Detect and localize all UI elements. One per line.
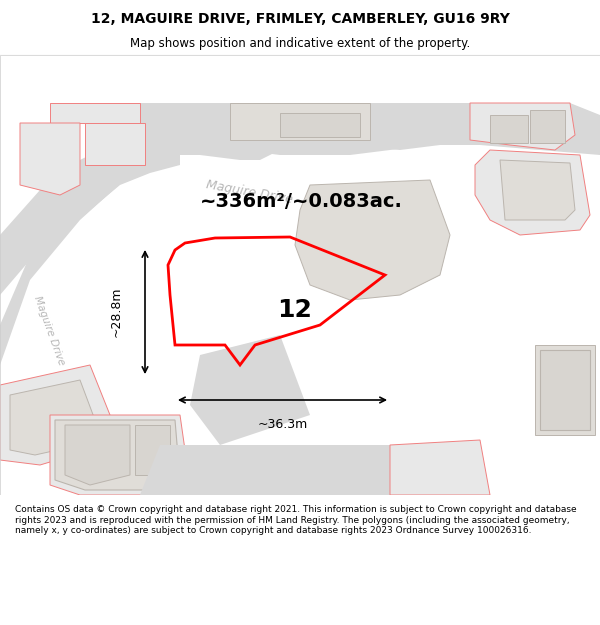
Polygon shape bbox=[190, 335, 310, 445]
Polygon shape bbox=[0, 365, 110, 465]
Polygon shape bbox=[475, 150, 590, 235]
Polygon shape bbox=[535, 345, 595, 435]
Polygon shape bbox=[230, 103, 370, 140]
Polygon shape bbox=[50, 103, 140, 123]
Polygon shape bbox=[50, 415, 190, 495]
Polygon shape bbox=[0, 103, 310, 365]
Polygon shape bbox=[390, 440, 490, 495]
Text: Maguire Drive: Maguire Drive bbox=[32, 295, 67, 367]
Polygon shape bbox=[530, 110, 565, 143]
Text: ~336m²/~0.083ac.: ~336m²/~0.083ac. bbox=[200, 192, 403, 211]
Text: ~28.8m: ~28.8m bbox=[110, 287, 123, 338]
Polygon shape bbox=[540, 350, 590, 430]
Polygon shape bbox=[470, 103, 575, 150]
Polygon shape bbox=[55, 420, 180, 490]
Polygon shape bbox=[280, 113, 360, 137]
Polygon shape bbox=[85, 123, 145, 165]
Polygon shape bbox=[10, 380, 95, 455]
Text: Maguire Drive: Maguire Drive bbox=[205, 178, 294, 206]
Text: Map shows position and indicative extent of the property.: Map shows position and indicative extent… bbox=[130, 38, 470, 51]
Polygon shape bbox=[0, 133, 180, 295]
Polygon shape bbox=[500, 160, 575, 220]
Polygon shape bbox=[140, 445, 420, 495]
Polygon shape bbox=[295, 180, 450, 300]
Polygon shape bbox=[20, 123, 80, 195]
Polygon shape bbox=[0, 125, 280, 270]
Polygon shape bbox=[135, 425, 170, 475]
Text: Contains OS data © Crown copyright and database right 2021. This information is : Contains OS data © Crown copyright and d… bbox=[15, 506, 577, 535]
Polygon shape bbox=[130, 103, 450, 150]
Text: 12: 12 bbox=[278, 298, 313, 322]
Polygon shape bbox=[65, 425, 130, 485]
Polygon shape bbox=[490, 115, 528, 143]
Text: 12, MAGUIRE DRIVE, FRIMLEY, CAMBERLEY, GU16 9RY: 12, MAGUIRE DRIVE, FRIMLEY, CAMBERLEY, G… bbox=[91, 12, 509, 26]
Polygon shape bbox=[100, 103, 600, 155]
Text: ~36.3m: ~36.3m bbox=[257, 418, 308, 431]
